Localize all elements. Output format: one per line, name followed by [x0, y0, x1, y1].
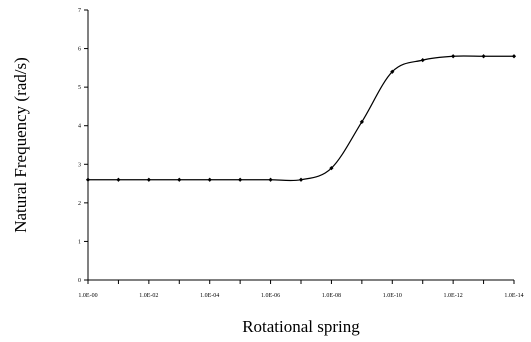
data-point	[511, 54, 517, 59]
x-tick-label: 1.0E-06	[261, 293, 280, 299]
y-ticks: 0 1 2 3 4 5 6 7	[78, 8, 88, 284]
y-tick-label: 4	[78, 124, 81, 130]
x-tick-label: 1.0E-12	[444, 293, 463, 299]
data-point	[238, 177, 243, 182]
y-tick-label: 5	[78, 85, 81, 91]
data-point	[177, 177, 182, 182]
data-points	[85, 54, 517, 182]
data-point	[420, 58, 425, 63]
data-point	[298, 177, 304, 182]
data-point	[451, 54, 456, 59]
x-axis-title: Rotational spring	[242, 317, 360, 336]
x-tick-label: 1.0E-00	[78, 293, 97, 299]
y-tick-label: 2	[78, 201, 81, 207]
x-tick-label: 1.0E-04	[200, 293, 219, 299]
data-point	[207, 177, 212, 182]
data-point	[359, 119, 364, 124]
x-tick-label: 1.0E-02	[139, 293, 158, 299]
y-tick-label: 6	[78, 47, 81, 53]
data-point	[481, 54, 486, 59]
y-tick-label: 7	[78, 8, 81, 14]
y-tick-label: 3	[78, 162, 81, 168]
data-point	[85, 177, 91, 182]
y-tick-label: 1	[78, 239, 81, 245]
data-point	[146, 177, 151, 182]
series-line	[87, 55, 514, 182]
x-tick-label: 1.0E-10	[383, 293, 402, 299]
data-point	[390, 69, 395, 74]
y-axis-title: Natural Frequency (rad/s)	[11, 57, 30, 233]
x-tick-label: 1.0E-08	[322, 293, 341, 299]
y-tick-label: 0	[78, 278, 81, 284]
axes	[87, 10, 514, 281]
x-tick-label: 1.0E-14	[504, 293, 523, 299]
data-point	[329, 166, 334, 171]
data-point	[116, 177, 121, 182]
data-point	[268, 177, 273, 182]
x-ticks: 1.0E-00 1.0E-02 1.0E-04 1.0E-06 1.0E-08 1.0E-…	[78, 280, 524, 299]
